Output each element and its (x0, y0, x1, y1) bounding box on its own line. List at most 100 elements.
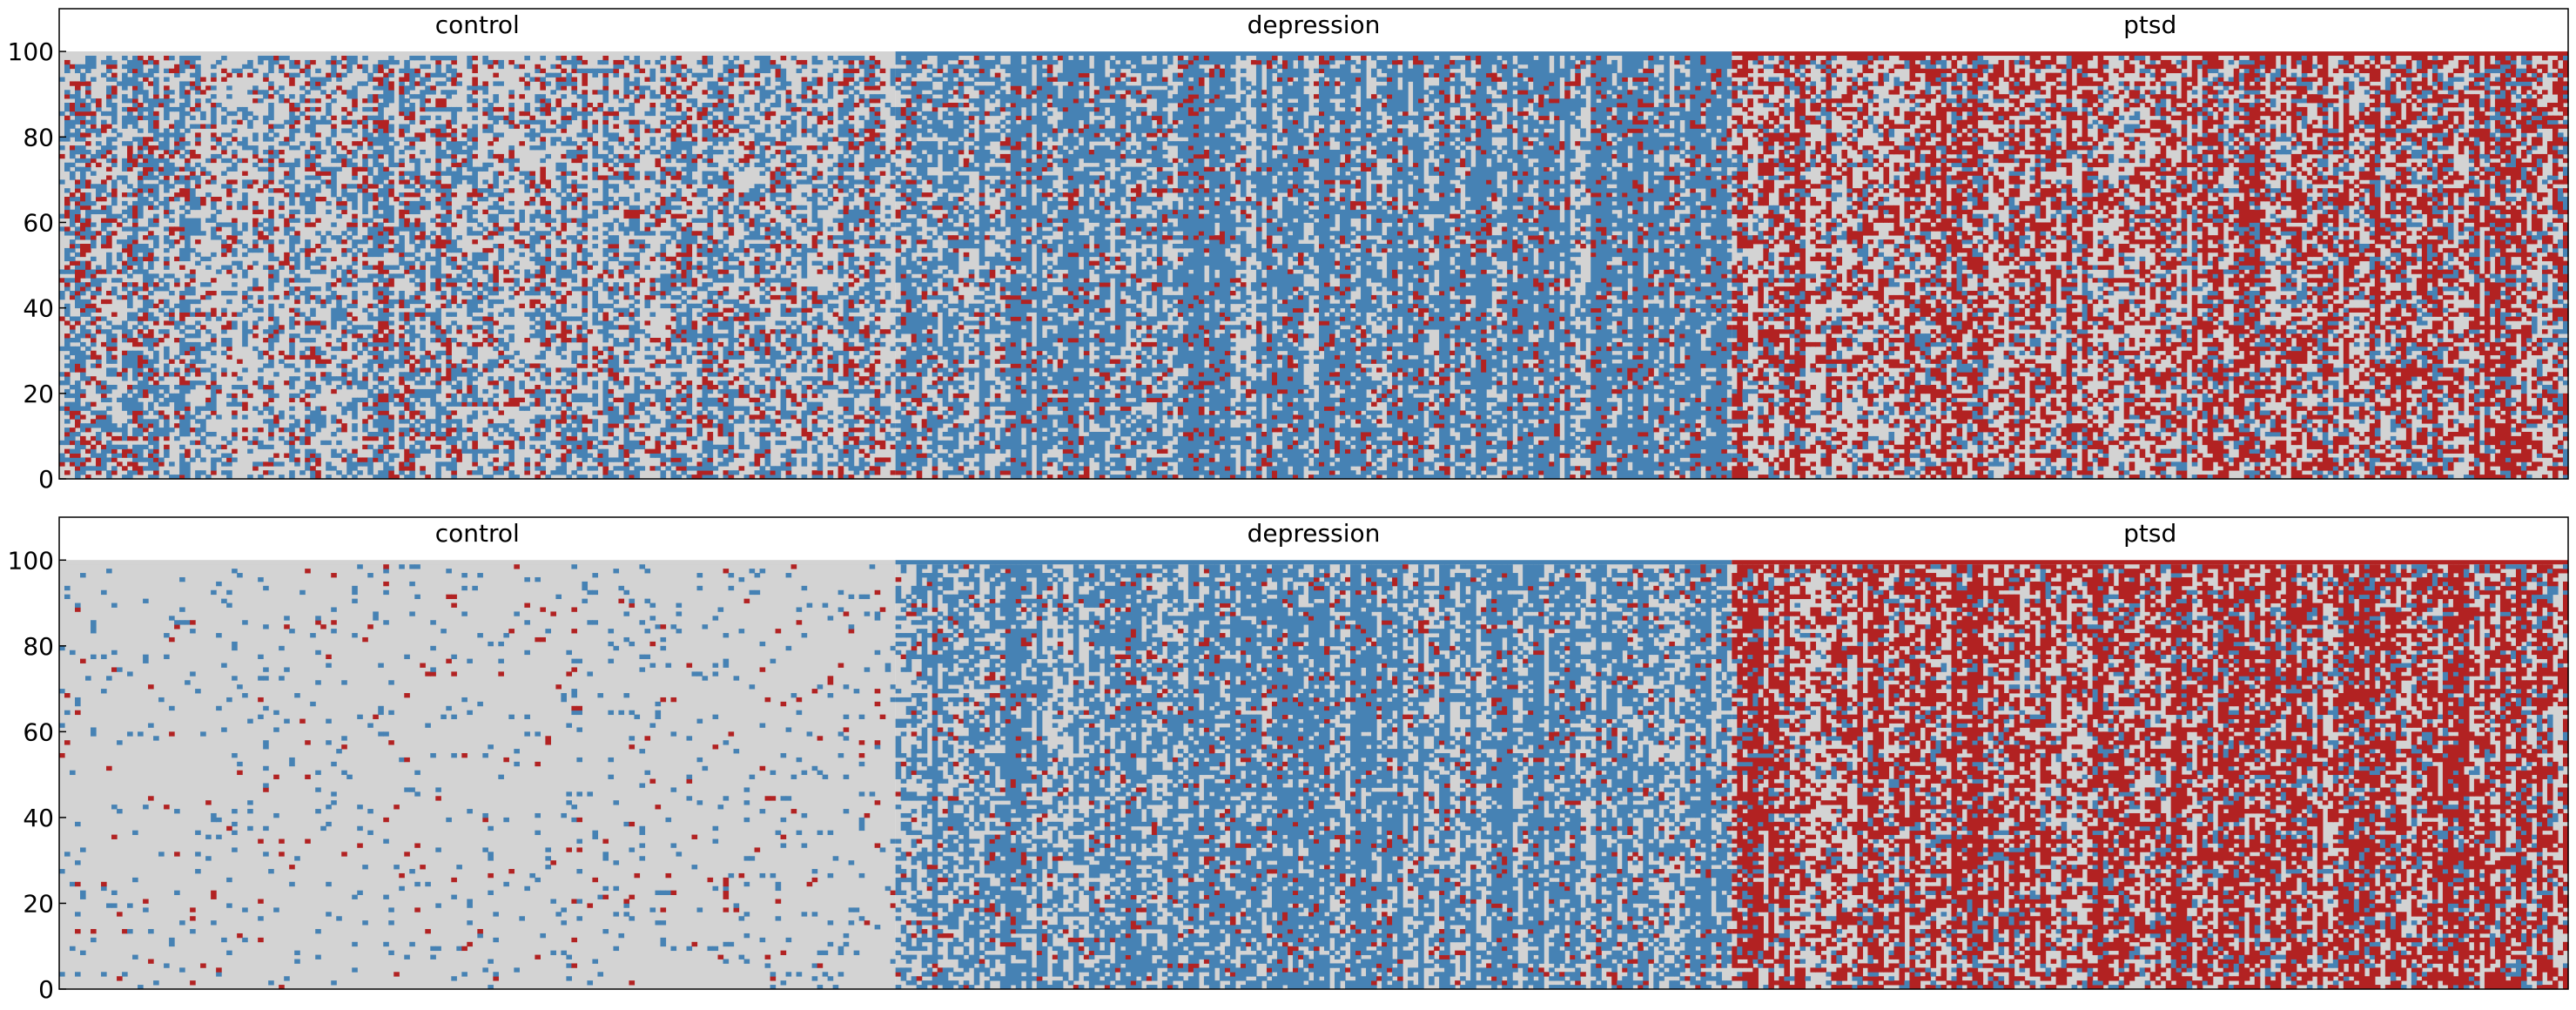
heatmap-cell (435, 145, 441, 158)
heatmap-cell (634, 457, 640, 461)
heatmap-cell (676, 125, 682, 129)
heatmap-cell (341, 295, 347, 300)
heatmap-cell (828, 77, 834, 82)
heatmap-cell (268, 385, 274, 389)
heatmap-cell (451, 470, 457, 475)
heatmap-cell (844, 398, 850, 407)
heatmap-cell (503, 210, 509, 214)
heatmap-cell (357, 184, 363, 188)
heatmap-cell (232, 436, 238, 441)
heatmap-cell (148, 56, 154, 60)
heatmap-cell (629, 125, 635, 129)
heatmap-cell (812, 342, 818, 347)
heatmap-cell (786, 367, 792, 372)
heatmap-cell (739, 94, 745, 103)
heatmap-cell (718, 380, 724, 385)
heatmap-cell (786, 239, 792, 244)
heatmap-cell (106, 470, 112, 479)
heatmap-cell (755, 407, 761, 411)
heatmap-cell (592, 188, 598, 192)
heatmap-cell (629, 103, 635, 116)
heatmap-cell (132, 394, 138, 411)
heatmap-cell (781, 116, 787, 120)
heatmap-cell (781, 295, 787, 300)
heatmap-cell (373, 184, 379, 188)
heatmap-cell (844, 141, 850, 154)
heatmap-cell (289, 432, 295, 436)
heatmap-cell (854, 436, 860, 445)
heatmap-cell (786, 90, 792, 94)
heatmap-cell (467, 428, 473, 432)
heatmap-cell (352, 273, 358, 278)
heatmap-cell (232, 111, 238, 116)
heatmap-cell (425, 64, 431, 69)
heatmap-cell (158, 154, 165, 158)
heatmap-cell (268, 325, 274, 333)
heatmap-cell (529, 197, 535, 201)
heatmap-cell (441, 351, 447, 355)
heatmap-cell (734, 351, 740, 360)
heatmap-cell (713, 333, 719, 342)
heatmap-cell (802, 376, 808, 380)
heatmap-cell (639, 466, 645, 470)
heatmap-cell (435, 175, 441, 179)
heatmap-cell (467, 85, 473, 90)
heatmap-cell (446, 436, 452, 445)
heatmap-cell (221, 145, 227, 150)
heatmap-cell (781, 432, 787, 436)
heatmap-cell (164, 77, 170, 82)
heatmap-cell (169, 197, 175, 201)
heatmap-cell (849, 56, 855, 60)
heatmap-cell (80, 103, 86, 107)
heatmap-cell (723, 402, 730, 407)
heatmap-cell (676, 414, 682, 419)
heatmap-cell (703, 441, 709, 454)
heatmap-cell (488, 333, 494, 338)
heatmap-cell (362, 107, 368, 111)
heatmap-cell (703, 282, 709, 291)
heatmap-cell (482, 266, 488, 270)
heatmap-cell (765, 376, 771, 380)
heatmap-cell (341, 457, 347, 461)
heatmap-cell (85, 376, 91, 380)
heatmap-cell (718, 197, 724, 201)
heatmap-cell (765, 90, 771, 98)
heatmap-cell (540, 351, 546, 360)
heatmap-cell (404, 145, 410, 150)
heatmap-cell (623, 461, 629, 466)
heatmap-cell (289, 103, 295, 111)
heatmap-cell (665, 150, 671, 154)
heatmap-cell (482, 320, 488, 325)
heatmap-cell (70, 329, 76, 333)
heatmap-cell (435, 197, 441, 201)
heatmap-cell (158, 308, 165, 313)
heatmap-cell (336, 376, 342, 380)
heatmap-cell (660, 111, 666, 116)
heatmap-cell (697, 188, 703, 197)
heatmap-cell (807, 376, 813, 380)
heatmap-cell (807, 81, 813, 85)
heatmap-cell (258, 210, 264, 214)
heatmap-cell (802, 313, 808, 321)
heatmap-cell (132, 154, 138, 158)
heatmap-cell (854, 466, 860, 475)
heatmap-cell (414, 219, 420, 227)
heatmap-cell (435, 179, 441, 184)
heatmap-cell (451, 278, 457, 282)
heatmap-cell (561, 107, 567, 116)
heatmap-cell (111, 325, 118, 329)
heatmap-cell (634, 77, 640, 86)
heatmap-cell (477, 85, 483, 90)
heatmap-cell (414, 360, 420, 364)
heatmap-cell (723, 445, 730, 449)
heatmap-cell (838, 252, 844, 261)
heatmap-cell (91, 449, 97, 458)
heatmap-cell (357, 351, 363, 355)
heatmap-cell (786, 449, 792, 462)
heatmap-cell (446, 428, 452, 436)
heatmap-cell (284, 363, 290, 367)
heatmap-cell (729, 252, 735, 261)
heatmap-cell (132, 98, 138, 103)
heatmap-cell (341, 158, 347, 167)
heatmap-cell (703, 231, 709, 239)
